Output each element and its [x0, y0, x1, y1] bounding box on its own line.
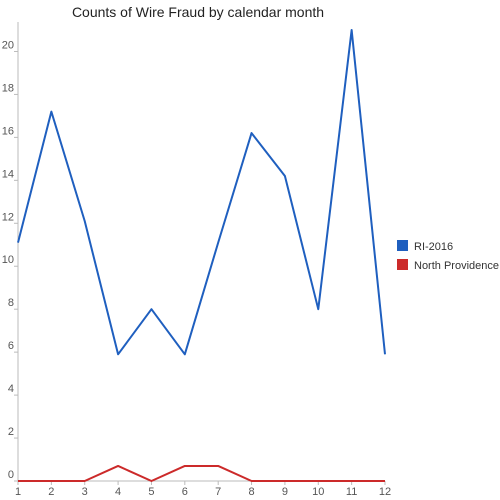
x-tick-label: 6: [182, 486, 188, 498]
x-tick-label: 2: [48, 486, 54, 498]
series-line-1: [17, 29, 386, 356]
x-tick-label: 3: [82, 486, 88, 498]
x-tick-label: 8: [248, 486, 254, 498]
series-lines: [17, 29, 386, 482]
y-tick-label: 16: [2, 125, 14, 137]
y-tick-label: 14: [2, 168, 14, 180]
y-tick-label: 10: [2, 254, 14, 266]
legend-swatch: [397, 259, 408, 270]
x-tick-label: 12: [379, 486, 391, 498]
legend-label: RI-2016: [414, 241, 453, 253]
y-tick-label: 4: [8, 383, 14, 395]
x-tick-label: 10: [312, 486, 324, 498]
y-tick-label: 6: [8, 340, 14, 352]
x-tick-label: 4: [115, 486, 121, 498]
legend-label: North Providence: [414, 260, 499, 272]
x-tick-label: 9: [282, 486, 288, 498]
y-tick-label: 0: [8, 469, 14, 481]
legend: RI-2016 North Providence: [397, 240, 499, 272]
y-tick-label: 18: [2, 82, 14, 94]
legend-swatch: [397, 240, 408, 251]
x-tick-label: 11: [346, 486, 357, 498]
x-tick-label: 7: [215, 486, 221, 498]
x-tick-label: 5: [148, 486, 154, 498]
y-tick-label: 12: [2, 211, 14, 223]
y-tick-label: 2: [8, 426, 14, 438]
y-tick-label: 8: [8, 297, 14, 309]
y-tick-label: 20: [2, 39, 14, 51]
x-tick-label: 1: [15, 486, 21, 498]
series-line-2: [18, 464, 385, 482]
chart-title: Counts of Wire Fraud by calendar month: [72, 4, 324, 20]
